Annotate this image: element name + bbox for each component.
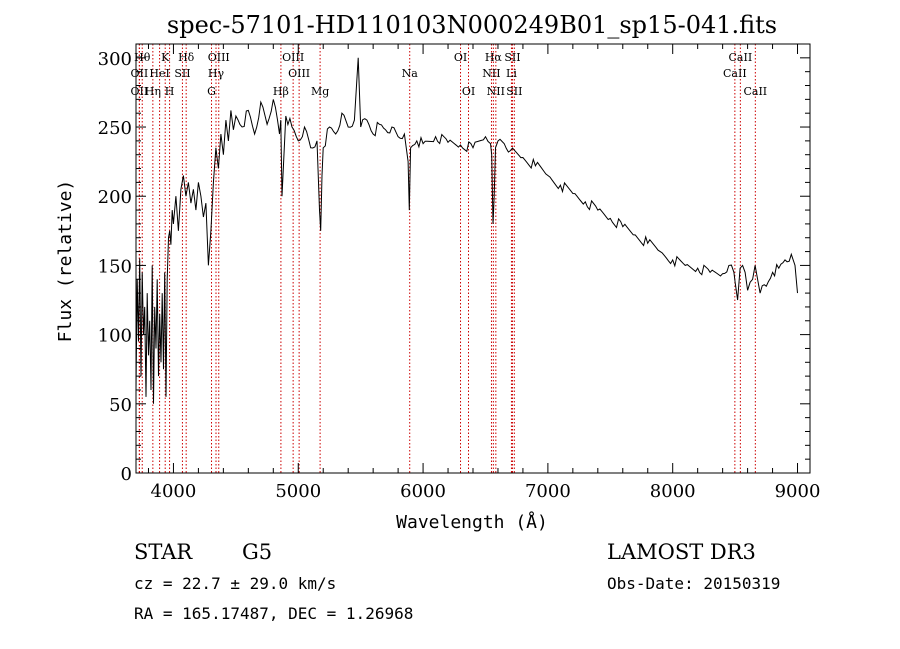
line-label-15: Mg: [311, 85, 329, 98]
line-label-17: OI: [454, 51, 467, 64]
object-class: STAR: [134, 540, 193, 564]
observation-date: Obs-Date: 20150319: [607, 574, 781, 593]
line-label-11: G: [207, 85, 216, 98]
line-label-27: CaII: [743, 85, 767, 98]
line-label-16: Na: [402, 67, 419, 80]
y-tick-label-0: 0: [121, 464, 132, 485]
line-label-23: NII: [487, 85, 505, 98]
object-subclass: G5: [242, 540, 273, 564]
survey-name: LAMOST DR3: [607, 540, 756, 564]
line-label-26: CaII: [723, 67, 747, 80]
x-tick-label-4: 8000: [650, 481, 696, 502]
y-tick-label-1: 50: [109, 395, 132, 416]
line-label-24: SII: [506, 85, 522, 98]
line-label-20: SII: [504, 51, 520, 64]
line-label-14: Hβ: [273, 85, 289, 98]
x-axis-title: Wavelength (Å): [396, 511, 548, 533]
y-tick-label-4: 200: [98, 187, 132, 208]
line-label-9: OIII: [208, 51, 230, 64]
axis-ticks: 4000 5000 6000 7000 8000 9000 0 50 100 150 200 250 3…: [98, 43, 821, 502]
line-label-7: SII: [174, 67, 190, 80]
line-label-22: Li: [506, 67, 517, 80]
y-tick-label-2: 100: [98, 326, 132, 347]
emission-line-markers: [138, 44, 756, 473]
line-label-5: Hη: [145, 85, 161, 98]
line-label-3: K: [161, 51, 170, 64]
line-label-4: HeI: [149, 67, 169, 80]
line-label-12: OIII: [282, 51, 304, 64]
y-axis-title: Flux (relative): [55, 180, 76, 343]
line-label-8: H: [165, 85, 175, 98]
line-label-25: CaII: [729, 51, 753, 64]
line-label-2: OII: [131, 85, 149, 98]
y-tick-label-3: 150: [98, 256, 132, 277]
y-tick-label-6: 300: [98, 49, 132, 70]
chart-title: spec-57101-HD110103N000249B01_sp15-041.f…: [167, 11, 777, 39]
x-tick-label-2: 6000: [400, 481, 446, 502]
line-label-10: Hγ: [208, 67, 225, 80]
spectrum-line: [135, 57, 798, 404]
line-label-18: OI: [462, 85, 475, 98]
x-tick-label-5: 9000: [775, 481, 821, 502]
plot-frame: [135, 43, 811, 474]
redshift-velocity: cz = 22.7 ± 29.0 km/s: [134, 574, 337, 593]
line-label-13: OIII: [288, 67, 310, 80]
x-tick-label-3: 7000: [525, 481, 571, 502]
line-label-1: OII: [131, 67, 149, 80]
x-tick-label-0: 4000: [151, 481, 197, 502]
y-tick-label-5: 250: [98, 118, 132, 139]
line-label-21: NII: [482, 67, 500, 80]
line-label-6: Hδ: [178, 51, 195, 64]
x-tick-label-1: 5000: [275, 481, 321, 502]
line-label-19: Hα: [485, 51, 503, 64]
coordinates: RA = 165.17487, DEC = 1.26968: [134, 604, 414, 623]
